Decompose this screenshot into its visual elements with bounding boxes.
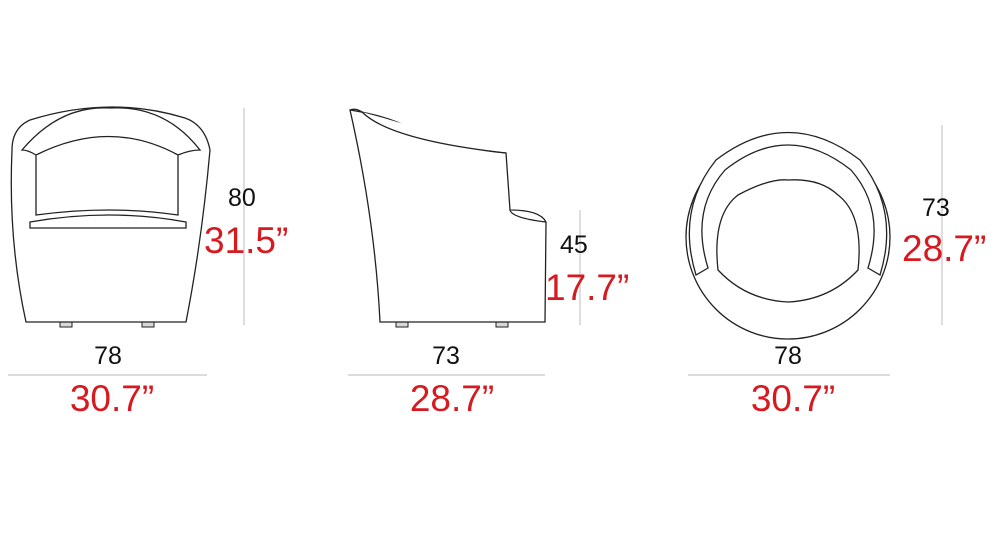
chair-detail — [509, 209, 547, 223]
chair-armrest — [688, 132, 888, 276]
width-inch: 30.7” — [70, 378, 154, 419]
top-view: 73 28.7” 78 30.7” — [685, 125, 986, 419]
chair-seat — [716, 179, 860, 303]
width-cm: 78 — [774, 342, 802, 370]
depth-inch: 28.7” — [902, 228, 986, 269]
chair-inner — [35, 155, 179, 216]
width-inch: 30.7” — [751, 378, 835, 419]
depth-cm: 73 — [922, 194, 950, 222]
chair-seat — [29, 214, 187, 229]
width-cm: 78 — [94, 342, 122, 370]
chair-backrest — [20, 107, 202, 156]
height-cm: 45 — [560, 231, 588, 259]
height-cm: 80 — [228, 184, 256, 212]
chair-detail — [361, 111, 507, 154]
width-cm: 73 — [432, 342, 460, 370]
side-view: 45 17.7” 73 28.7” — [348, 108, 629, 419]
width-inch: 28.7” — [410, 378, 494, 419]
height-inch: 17.7” — [545, 267, 629, 308]
front-view: 80 31.5” 78 30.7” — [8, 106, 288, 419]
height-inch: 31.5” — [204, 220, 288, 261]
